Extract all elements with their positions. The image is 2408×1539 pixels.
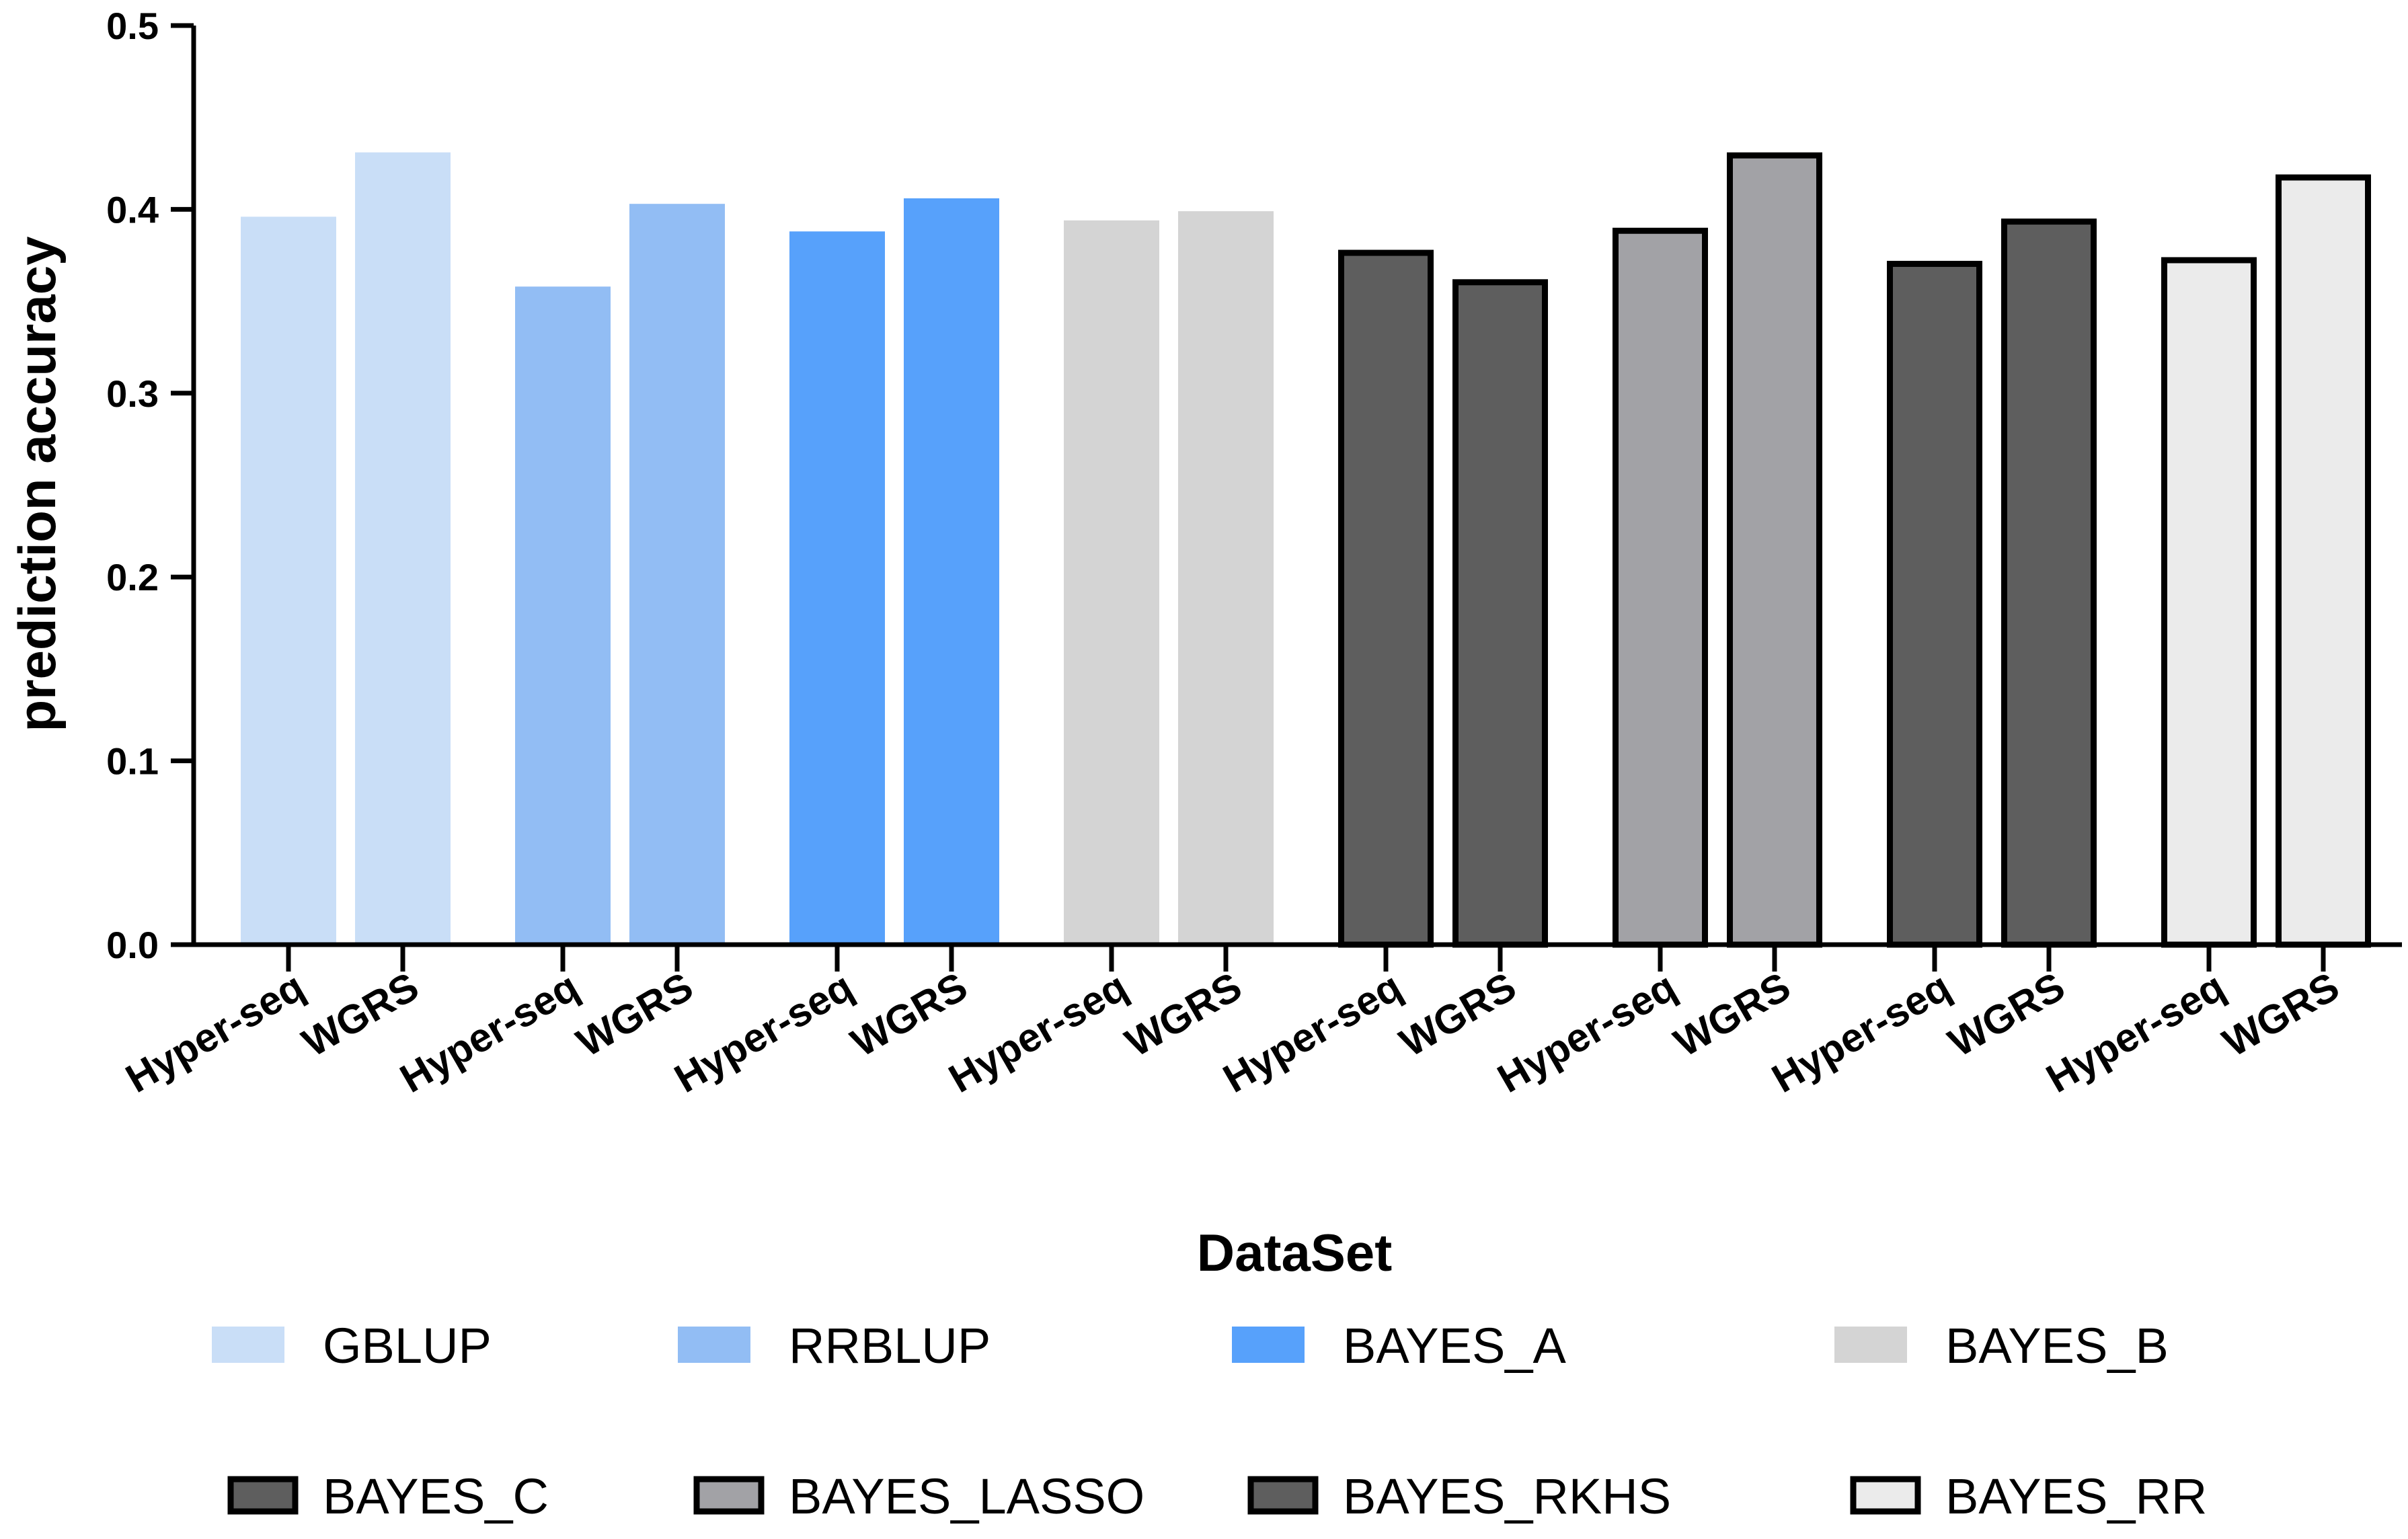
legend-swatch	[1850, 1476, 1921, 1515]
x-tick-label: Hyper-seq	[393, 963, 586, 1101]
legend-item-bayes-rr: BAYES_RR	[1850, 1468, 2207, 1524]
x-axis: Hyper-seqWGRSHyper-seqWGRSHyper-seqWGRSH…	[118, 942, 2402, 1101]
x-tick-label: WGRS	[569, 963, 700, 1065]
legend: GBLUP RRBLUP BAYES_A BAYES_B BAYES_C BAYES_LA…	[212, 1318, 2207, 1524]
x-tick-label: Hyper-seq	[1764, 963, 1958, 1101]
bar-bayes-b-hyper-seq	[1064, 220, 1159, 945]
y-tick-label: 0.4	[106, 188, 159, 231]
legend-label: RRBLUP	[789, 1318, 991, 1374]
bar-bayes-lasso-hyper-seq	[1613, 227, 1708, 948]
bar-gblup-hyper-seq	[241, 216, 336, 945]
bars	[241, 152, 2371, 948]
bar-rrblup-hyper-seq	[515, 286, 611, 945]
legend-label: BAYES_A	[1343, 1318, 1566, 1374]
x-tick-label: WGRS	[1666, 963, 1797, 1065]
legend-label: GBLUP	[323, 1318, 492, 1374]
legend-label: BAYES_LASSO	[789, 1468, 1144, 1524]
bar-bayes-rr-wgrs	[2276, 174, 2371, 948]
legend-swatch	[1247, 1476, 1319, 1515]
legend-item-bayes-a: BAYES_A	[1232, 1318, 1566, 1374]
y-tick-label: 0.3	[106, 372, 159, 415]
bar-gblup-wgrs	[355, 152, 451, 945]
x-tick-label: Hyper-seq	[1490, 963, 1684, 1101]
y-tick-label: 0.2	[106, 556, 159, 598]
bar-bayes-b-wgrs	[1178, 211, 1274, 945]
x-tick-label: WGRS	[1118, 963, 1249, 1065]
bar-bayes-a-hyper-seq	[789, 231, 885, 945]
x-tick-label: Hyper-seq	[667, 963, 861, 1101]
legend-swatch	[1834, 1327, 1907, 1363]
x-tick-label: Hyper-seq	[2039, 963, 2232, 1101]
legend-item-gblup: GBLUP	[212, 1318, 492, 1374]
legend-item-rrblup: RRBLUP	[678, 1318, 991, 1374]
legend-item-bayes-rkhs: BAYES_RKHS	[1247, 1468, 1671, 1524]
legend-item-bayes-lasso: BAYES_LASSO	[693, 1468, 1144, 1524]
bar-bayes-a-wgrs	[904, 198, 999, 945]
x-tick-label: WGRS	[2215, 963, 2346, 1065]
bar-bayes-rkhs-hyper-seq	[1887, 260, 1982, 948]
legend-label: BAYES_RKHS	[1343, 1468, 1671, 1524]
x-tick-label: Hyper-seq	[941, 963, 1135, 1101]
legend-swatch	[227, 1476, 299, 1515]
y-tick-label: 0.0	[106, 924, 159, 966]
legend-swatch	[212, 1327, 284, 1363]
bar-bayes-lasso-wgrs	[1727, 152, 1822, 948]
x-axis-title: DataSet	[1197, 1223, 1392, 1282]
bar-bayes-c-hyper-seq	[1338, 249, 1434, 948]
legend-item-bayes-b: BAYES_B	[1834, 1318, 2169, 1374]
x-tick-label: WGRS	[1941, 963, 2072, 1065]
legend-label: BAYES_B	[1945, 1318, 2169, 1374]
bar-bayes-rr-hyper-seq	[2161, 257, 2257, 948]
x-tick-label: Hyper-seq	[1216, 963, 1409, 1101]
bar-bayes-c-wgrs	[1452, 279, 1548, 948]
x-tick-label: WGRS	[843, 963, 974, 1065]
x-tick-label: WGRS	[1392, 963, 1523, 1065]
legend-item-bayes-c: BAYES_C	[227, 1468, 549, 1524]
legend-swatch	[693, 1476, 765, 1515]
bar-bayes-rkhs-wgrs	[2001, 219, 2097, 948]
legend-label: BAYES_C	[323, 1468, 549, 1524]
y-tick-label: 0.1	[106, 740, 159, 783]
legend-swatch	[678, 1327, 750, 1363]
bar-rrblup-wgrs	[629, 204, 725, 945]
x-tick-label: Hyper-seq	[118, 963, 312, 1101]
y-tick-label: 0.5	[106, 5, 159, 47]
legend-label: BAYES_RR	[1945, 1468, 2207, 1524]
y-axis-title: prediction accuracy	[7, 237, 67, 732]
y-axis: 0.0 0.1 0.2 0.3 0.4 0.5	[106, 5, 196, 966]
x-tick-label: WGRS	[295, 963, 426, 1065]
legend-swatch	[1232, 1327, 1305, 1363]
